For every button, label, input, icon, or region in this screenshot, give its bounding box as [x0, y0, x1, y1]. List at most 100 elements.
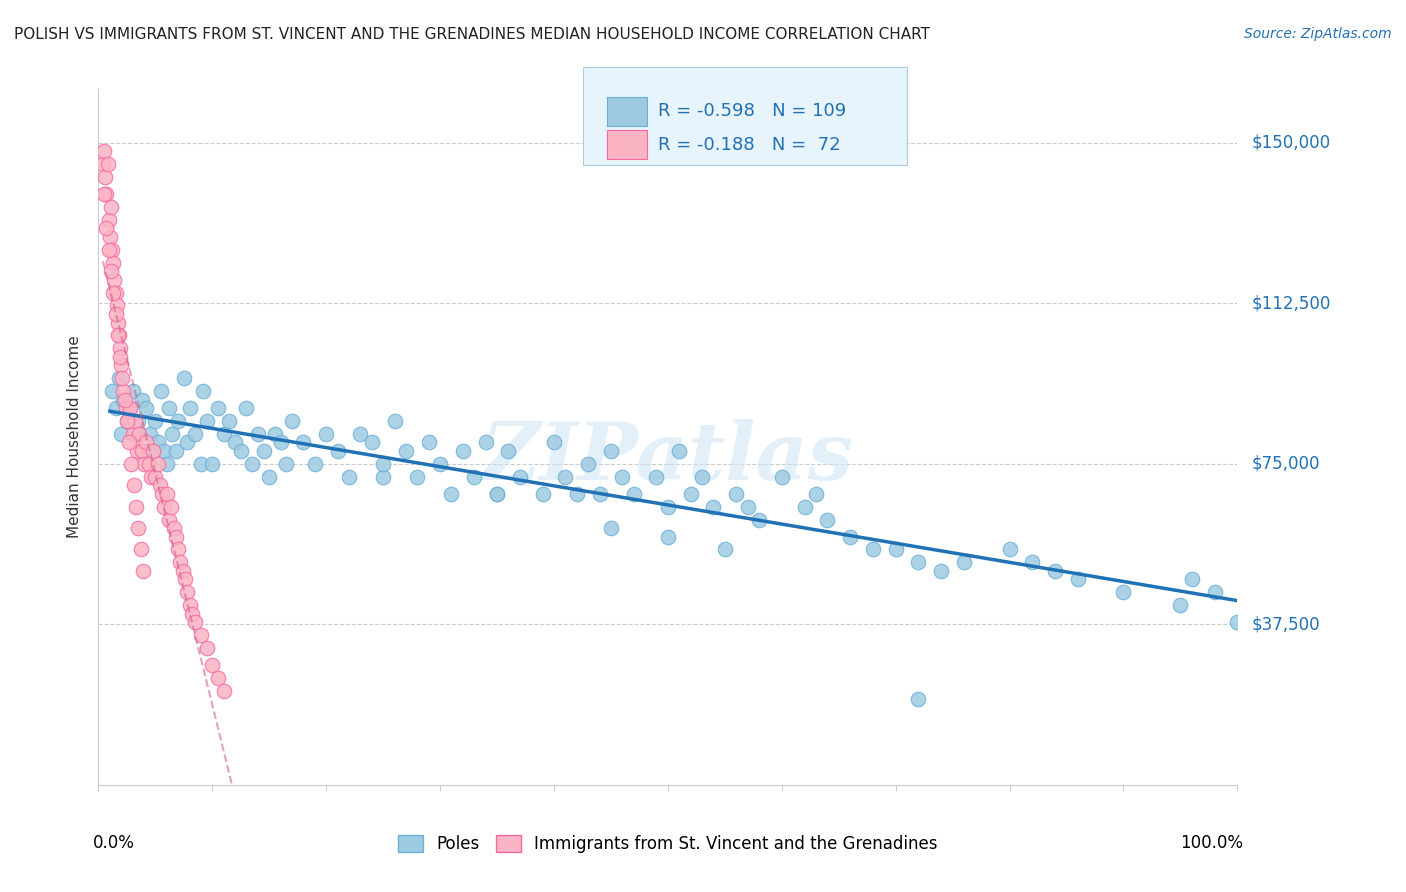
Point [105, 298, 128, 312]
Point [153, 500, 176, 514]
Point [218, 414, 240, 428]
Point [1170, 598, 1192, 612]
Point [252, 444, 274, 458]
Point [108, 371, 131, 385]
Point [162, 426, 184, 441]
Point [114, 401, 136, 416]
Point [104, 401, 127, 416]
Point [224, 435, 246, 450]
Point [349, 426, 371, 441]
Point [281, 414, 304, 428]
Point [142, 444, 165, 458]
Point [103, 273, 125, 287]
Point [127, 444, 149, 458]
Point [190, 628, 212, 642]
Y-axis label: Median Household Income: Median Household Income [67, 335, 83, 539]
Point [463, 469, 485, 483]
Point [395, 444, 418, 458]
Point [127, 414, 149, 428]
Point [576, 457, 599, 471]
Point [128, 426, 150, 441]
Point [451, 444, 474, 458]
Point [120, 401, 142, 416]
Point [146, 457, 169, 471]
Point [118, 435, 141, 450]
Point [384, 414, 406, 428]
Point [100, 200, 122, 214]
Point [125, 500, 148, 514]
Point [486, 487, 509, 501]
Point [91, 157, 114, 171]
Point [124, 426, 146, 441]
Point [862, 542, 884, 557]
Point [132, 444, 155, 458]
Point [96, 157, 118, 171]
Point [115, 414, 138, 428]
Point [326, 444, 349, 458]
Point [145, 469, 167, 483]
Point [122, 478, 145, 492]
Point [793, 500, 815, 514]
Point [94, 169, 117, 184]
Point [371, 469, 394, 483]
Point [418, 435, 440, 450]
Point [1067, 573, 1090, 587]
Point [179, 401, 201, 416]
Point [815, 512, 838, 526]
Point [96, 221, 118, 235]
Point [121, 384, 143, 398]
Point [486, 487, 509, 501]
Point [115, 414, 138, 428]
Point [157, 401, 180, 416]
Point [207, 401, 229, 416]
Point [165, 530, 187, 544]
Point [679, 487, 702, 501]
Point [543, 435, 565, 450]
Point [588, 487, 610, 501]
Point [998, 542, 1021, 557]
Point [165, 444, 187, 458]
Point [702, 500, 724, 514]
Point [127, 521, 149, 535]
Point [176, 435, 198, 450]
Legend: Poles, Immigrants from St. Vincent and the Grenadines: Poles, Immigrants from St. Vincent and t… [391, 829, 945, 860]
Point [120, 457, 142, 471]
Point [554, 469, 576, 483]
Point [953, 555, 976, 569]
Point [93, 187, 115, 202]
Point [207, 671, 229, 685]
Point [156, 487, 179, 501]
Point [149, 478, 172, 492]
Point [270, 435, 292, 450]
Point [184, 615, 207, 630]
Point [121, 426, 143, 441]
Point [120, 401, 142, 416]
Point [107, 328, 129, 343]
Point [190, 457, 212, 471]
Point [337, 469, 360, 483]
Text: R = -0.598   N = 109: R = -0.598 N = 109 [658, 103, 846, 120]
Point [111, 371, 134, 385]
Point [1043, 564, 1066, 578]
Text: $75,000: $75,000 [1251, 455, 1320, 473]
Point [157, 512, 180, 526]
Point [623, 487, 645, 501]
Point [474, 435, 496, 450]
Point [657, 530, 679, 544]
Point [129, 542, 152, 557]
Point [104, 285, 127, 300]
Text: ZIPatlas: ZIPatlas [482, 419, 853, 497]
Point [97, 243, 120, 257]
Point [1021, 555, 1043, 569]
Point [884, 542, 907, 557]
Point [907, 555, 929, 569]
Point [172, 564, 194, 578]
Point [138, 457, 160, 471]
Point [108, 341, 131, 355]
Point [737, 500, 759, 514]
Point [101, 384, 124, 398]
Point [304, 457, 326, 471]
Point [600, 444, 623, 458]
Point [156, 457, 179, 471]
Point [259, 469, 281, 483]
